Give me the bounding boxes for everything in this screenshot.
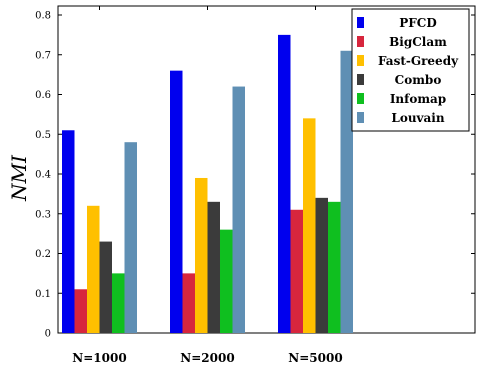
legend-label-combo: Combo xyxy=(395,73,442,87)
bar-louvain-3 xyxy=(340,50,353,334)
y-tick-label: 0.1 xyxy=(35,289,51,300)
plot-frame xyxy=(57,5,476,334)
legend-swatch-fast-greedy xyxy=(357,55,364,66)
legend-label-bigclam: BigClam xyxy=(389,35,447,49)
x-tick-label: N=5000 xyxy=(288,351,342,365)
legend-swatch-combo xyxy=(357,74,364,85)
bar-combo-3 xyxy=(315,197,328,333)
legend-label-pfcd: PFCD xyxy=(399,16,437,30)
bar-louvain-2 xyxy=(232,86,245,333)
bar-pfcd-3 xyxy=(278,34,291,333)
y-tick-label: 0.7 xyxy=(35,50,51,61)
legend-label-infomap: Infomap xyxy=(390,92,446,106)
y-tick-label: 0.3 xyxy=(35,209,51,220)
legend-swatch-pfcd xyxy=(357,17,364,28)
y-tick-label: 0.8 xyxy=(35,11,51,22)
bar-bigclam-1 xyxy=(74,289,87,333)
y-tick-label: 0.4 xyxy=(35,170,51,181)
legend-swatch-louvain xyxy=(357,112,364,123)
y-tick-label: 0.6 xyxy=(35,90,51,101)
legend: PFCD BigClam Fast-Greedy Combo Infomap Louvai… xyxy=(351,8,470,132)
legend-label-louvain: Louvain xyxy=(391,111,444,125)
legend-swatch-infomap xyxy=(357,93,364,104)
bar-combo-2 xyxy=(207,201,220,333)
bar-fast-greedy-2 xyxy=(195,177,208,333)
bar-infomap-1 xyxy=(112,273,125,333)
bar-bigclam-3 xyxy=(290,209,303,333)
x-tick-label: N=1000 xyxy=(72,351,126,365)
bar-combo-1 xyxy=(99,241,112,333)
bar-fast-greedy-3 xyxy=(303,118,316,333)
y-tick-label: 0.2 xyxy=(35,249,51,260)
legend-label-fast-greedy: Fast-Greedy xyxy=(378,54,459,68)
bars xyxy=(62,34,353,334)
bar-pfcd-1 xyxy=(62,130,75,333)
bar-fast-greedy-1 xyxy=(87,205,100,333)
y-tick-label: 0.5 xyxy=(35,130,51,141)
bar-pfcd-2 xyxy=(170,70,183,334)
y-axis: 0 0.1 0.2 0.3 0.4 0.5 0.6 0.7 0.8 xyxy=(35,11,475,340)
y-tick-label: 0 xyxy=(45,329,51,340)
bar-bigclam-2 xyxy=(182,273,195,333)
legend-swatch-bigclam xyxy=(357,36,364,47)
x-tick-label: N=2000 xyxy=(180,351,234,365)
bar-infomap-3 xyxy=(328,201,341,333)
bar-infomap-2 xyxy=(220,229,233,333)
legend-box xyxy=(351,8,470,132)
bar-louvain-1 xyxy=(124,142,137,333)
y-axis-label: NMI xyxy=(7,154,31,202)
